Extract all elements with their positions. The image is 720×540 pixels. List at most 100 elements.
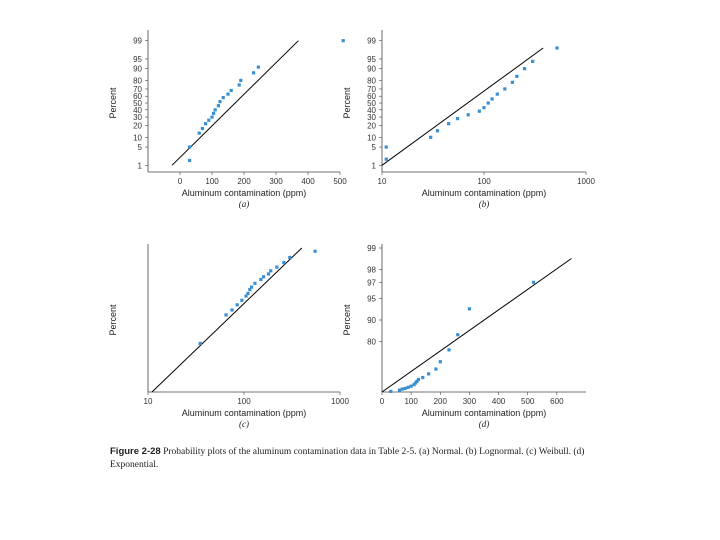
plot-b-data-point <box>490 97 494 101</box>
plot-d-fit-line <box>381 258 572 393</box>
plot-b-data-point <box>522 67 527 71</box>
plot-a-data-point <box>200 126 204 131</box>
plot-c-data-point <box>253 281 257 285</box>
plot-b-x-tick-label: 1000 <box>577 177 595 186</box>
caption-label: Figure 2-28 <box>110 446 161 457</box>
plot-a-x-tick-label: 200 <box>237 177 251 186</box>
plot-c-data-point <box>224 313 228 317</box>
caption-text: Probability plots of the aluminum contam… <box>110 447 585 470</box>
plot-b-y-tick-label: 10 <box>367 133 376 142</box>
plot-b-y-tick-label: 5 <box>372 143 377 152</box>
plot-d-y-tick-label: 95 <box>367 294 376 303</box>
plot-a-y-tick-label: 60 <box>133 92 142 101</box>
plot-b-data-point <box>515 74 519 78</box>
plot-d-data-point <box>421 375 425 380</box>
plot-d-data-point <box>413 381 418 385</box>
plot-d-data-point <box>447 348 451 352</box>
plot-a-data-point <box>256 65 260 69</box>
plot-b-y-tick-label: 80 <box>367 76 376 85</box>
plot-b-data-point <box>435 129 440 133</box>
plot-c-data-point <box>248 287 252 292</box>
plot-a-data-point <box>212 111 216 115</box>
plot-b-y-label: Percent <box>342 87 352 119</box>
plot-b-data-point <box>531 59 535 63</box>
plot-b-data-point <box>482 106 486 110</box>
plot-b-data-point <box>466 113 470 117</box>
plot-d-y-tick-label: 90 <box>367 316 376 325</box>
plot-a-y-tick-label: 40 <box>133 106 142 115</box>
plot-b-data-point <box>429 135 433 139</box>
plot-d-data-point <box>412 383 416 387</box>
plot-d-data-point <box>403 386 407 390</box>
plot-d-x-tick-label: 300 <box>463 397 477 406</box>
plot-c-x-tick-label: 10 <box>144 397 153 406</box>
plot-c-data-point <box>198 341 202 345</box>
plot-a-data-point <box>204 122 208 126</box>
plot-a-data-point <box>197 131 201 135</box>
plot-d-x-tick-label: 500 <box>521 397 535 406</box>
plot-c-data-point <box>288 255 292 260</box>
plot-c-x-label: Aluminum contamination (ppm) <box>182 408 307 418</box>
plot-c-data-point <box>261 275 266 279</box>
plot-a-data-point <box>210 115 214 119</box>
plot-a-data-point <box>216 104 220 108</box>
plot-a-fit-line <box>171 40 299 166</box>
plot-b-y-tick-label: 30 <box>367 113 376 122</box>
plot-b-y-tick-label: 95 <box>367 55 376 64</box>
plot-b-y-tick-label: 70 <box>367 85 376 94</box>
plot-b-data-point <box>486 101 490 105</box>
plot-b-y-tick-label: 50 <box>367 99 376 108</box>
plot-b-data-point <box>384 157 388 161</box>
plot-d-data-point <box>438 360 442 364</box>
plot-c-data-point <box>246 291 250 296</box>
plot-d-data-point <box>406 385 410 389</box>
plot-b-data-point <box>384 145 388 149</box>
plot-b-x-tick-label: 10 <box>378 177 387 186</box>
plot-a-x-tick-label: 300 <box>269 177 283 186</box>
plot-a-y-tick-label: 20 <box>133 122 142 131</box>
plot-a-y-tick-label: 1 <box>138 161 143 170</box>
plot-c-data-point <box>266 272 271 276</box>
plot-a-data-point <box>252 71 256 75</box>
plot-a-data-point <box>207 118 211 122</box>
plot-a-x-tick-label: 400 <box>301 177 315 186</box>
plot-a-y-tick-label: 50 <box>133 99 142 108</box>
plot-d-data-point <box>427 372 431 376</box>
plot-b-y-tick-label: 40 <box>367 106 376 115</box>
plot-a-x-tick-label: 0 <box>178 177 183 186</box>
plot-a-y-tick-label: 10 <box>133 133 142 142</box>
plot-b-data-point <box>503 87 507 91</box>
plot-a-data-point <box>237 83 241 87</box>
plot-d-data-point <box>400 387 404 391</box>
plot-a-y-tick-label: 70 <box>133 85 142 94</box>
plot-a-y-tick-label: 30 <box>133 113 142 122</box>
plot-b-y-tick-label: 90 <box>367 65 376 74</box>
plot-a-data-point <box>213 108 217 112</box>
plot-a-data-point <box>221 95 225 100</box>
plot-c-data-point <box>244 294 248 298</box>
plot-a-y-label: Percent <box>108 87 118 119</box>
plot-b-subplot-label: (b) <box>479 199 490 209</box>
plot-b-y-tick-label: 1 <box>372 161 377 170</box>
plot-c-x-tick-label: 100 <box>237 397 251 406</box>
plot-d-data-point <box>415 379 419 383</box>
plot-b-y-tick-label: 99 <box>367 37 376 46</box>
plot-d-data-point <box>434 367 438 371</box>
plot-d-y-tick-label: 97 <box>367 278 376 287</box>
plot-d-x-tick-label: 600 <box>550 397 564 406</box>
plot-d-x-tick-label: 400 <box>492 397 506 406</box>
plot-d-y-tick-label: 99 <box>367 244 376 253</box>
plot-c-y-label: Percent <box>108 304 118 336</box>
plot-a-data-point <box>229 88 233 93</box>
plot-d-data-point <box>456 333 460 337</box>
plot-d-data-point <box>409 384 413 388</box>
plot-d-y-label: Percent <box>342 304 352 336</box>
plot-b-data-point <box>447 122 451 126</box>
plot-c-data-point <box>275 265 279 269</box>
plot-b-fit-line <box>381 47 544 166</box>
plot-a-y-tick-label: 80 <box>133 76 142 85</box>
plot-c-data-point <box>313 249 317 253</box>
plot-a-y-tick-label: 99 <box>133 37 142 46</box>
plot-d-x-tick-label: 0 <box>380 397 385 406</box>
